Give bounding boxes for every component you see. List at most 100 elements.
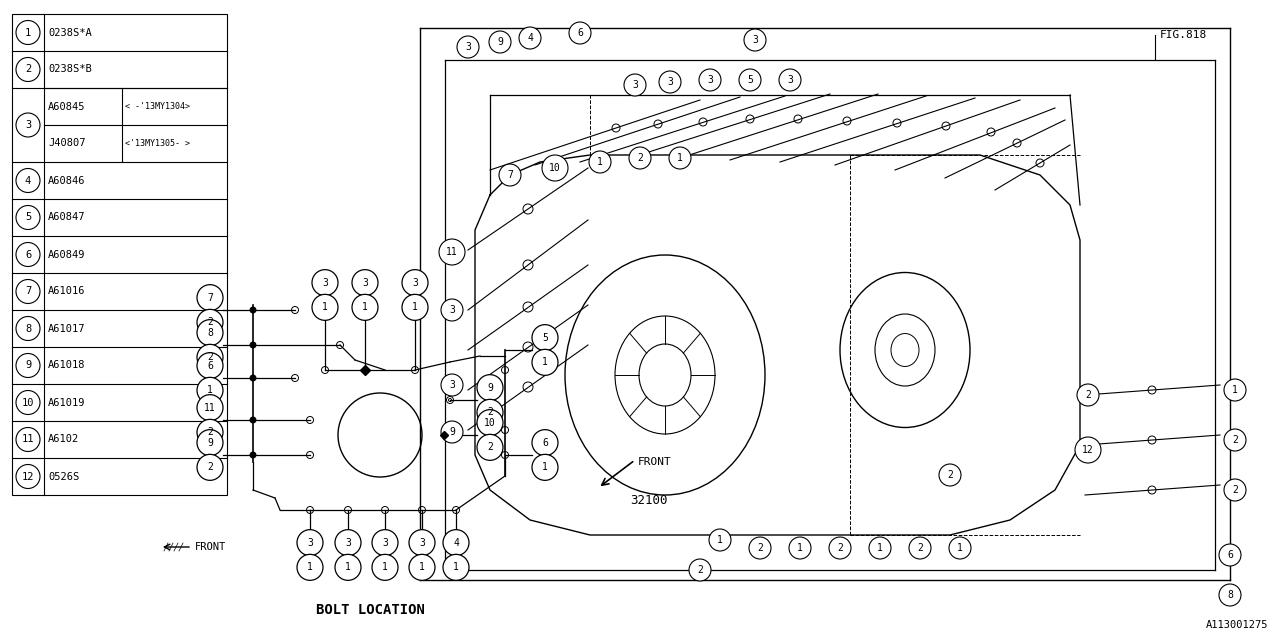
Circle shape [372, 530, 398, 556]
Text: 7: 7 [24, 287, 31, 296]
Circle shape [570, 22, 591, 44]
Circle shape [197, 454, 223, 481]
Circle shape [477, 435, 503, 460]
Text: A60849: A60849 [49, 250, 86, 259]
Circle shape [197, 378, 223, 403]
Text: 2: 2 [24, 65, 31, 74]
Text: 3: 3 [632, 80, 637, 90]
Text: 0526S: 0526S [49, 472, 79, 481]
Circle shape [15, 428, 40, 451]
Text: 12: 12 [22, 472, 35, 481]
Circle shape [15, 205, 40, 230]
Circle shape [1224, 479, 1245, 501]
Circle shape [869, 537, 891, 559]
Text: 3: 3 [753, 35, 758, 45]
Text: 2: 2 [207, 462, 212, 472]
Circle shape [1075, 437, 1101, 463]
Circle shape [297, 554, 323, 580]
Text: 6: 6 [541, 438, 548, 447]
Circle shape [532, 429, 558, 456]
Text: 8: 8 [1228, 590, 1233, 600]
Circle shape [457, 36, 479, 58]
Text: A113001275: A113001275 [1206, 620, 1268, 630]
Circle shape [625, 74, 646, 96]
Circle shape [442, 299, 463, 321]
Text: 11: 11 [204, 403, 216, 413]
Text: A60845: A60845 [49, 102, 86, 111]
Circle shape [489, 31, 511, 53]
Text: J40807: J40807 [49, 138, 86, 148]
Circle shape [442, 421, 463, 443]
Text: 9: 9 [207, 438, 212, 447]
Text: 32100: 32100 [630, 493, 667, 506]
Circle shape [518, 27, 541, 49]
Circle shape [499, 164, 521, 186]
Text: 3: 3 [323, 278, 328, 287]
Text: 3: 3 [667, 77, 673, 87]
Text: 1: 1 [419, 563, 425, 572]
Circle shape [250, 452, 256, 458]
Text: 1: 1 [362, 302, 367, 312]
Circle shape [699, 69, 721, 91]
Text: 2: 2 [207, 317, 212, 327]
Circle shape [197, 419, 223, 445]
Text: 2: 2 [488, 442, 493, 452]
Text: 1: 1 [797, 543, 803, 553]
Circle shape [15, 280, 40, 303]
Circle shape [197, 429, 223, 456]
Text: 1: 1 [541, 357, 548, 367]
Circle shape [443, 530, 468, 556]
Text: 2: 2 [637, 153, 643, 163]
Circle shape [335, 530, 361, 556]
Text: 11: 11 [22, 435, 35, 445]
Circle shape [410, 530, 435, 556]
Circle shape [829, 537, 851, 559]
Text: 3: 3 [449, 380, 454, 390]
Text: 4: 4 [24, 175, 31, 186]
Circle shape [1219, 544, 1242, 566]
Text: 2: 2 [698, 565, 703, 575]
Text: 3: 3 [307, 538, 312, 548]
Text: 1: 1 [1233, 385, 1238, 395]
Text: 1: 1 [323, 302, 328, 312]
Text: 1: 1 [453, 563, 460, 572]
Text: 10: 10 [549, 163, 561, 173]
Circle shape [532, 349, 558, 375]
Circle shape [477, 374, 503, 401]
Text: 1: 1 [957, 543, 963, 553]
Circle shape [749, 537, 771, 559]
Circle shape [197, 353, 223, 379]
Text: 6: 6 [1228, 550, 1233, 560]
Text: 7: 7 [207, 292, 212, 303]
Text: 3: 3 [381, 538, 388, 548]
Circle shape [15, 113, 40, 137]
Circle shape [909, 537, 931, 559]
Circle shape [788, 537, 812, 559]
Text: 2: 2 [756, 543, 763, 553]
Text: 1: 1 [541, 462, 548, 472]
Text: 3: 3 [419, 538, 425, 548]
Bar [12, 14, 227, 495]
Text: 3: 3 [449, 305, 454, 315]
Text: 3: 3 [24, 120, 31, 130]
Text: 3: 3 [465, 42, 471, 52]
Circle shape [15, 58, 40, 81]
Text: 2: 2 [207, 428, 212, 437]
Text: A61016: A61016 [49, 287, 86, 296]
Circle shape [709, 529, 731, 551]
Text: 4: 4 [453, 538, 460, 548]
Text: 3: 3 [787, 75, 792, 85]
Circle shape [780, 69, 801, 91]
Circle shape [312, 294, 338, 321]
Circle shape [312, 269, 338, 296]
Text: 12: 12 [1082, 445, 1094, 455]
Circle shape [197, 319, 223, 346]
Circle shape [15, 243, 40, 266]
Text: 1: 1 [412, 302, 419, 312]
Circle shape [410, 554, 435, 580]
Circle shape [589, 151, 611, 173]
Circle shape [250, 342, 256, 348]
Circle shape [335, 554, 361, 580]
Circle shape [689, 559, 710, 581]
Text: 6: 6 [207, 361, 212, 371]
